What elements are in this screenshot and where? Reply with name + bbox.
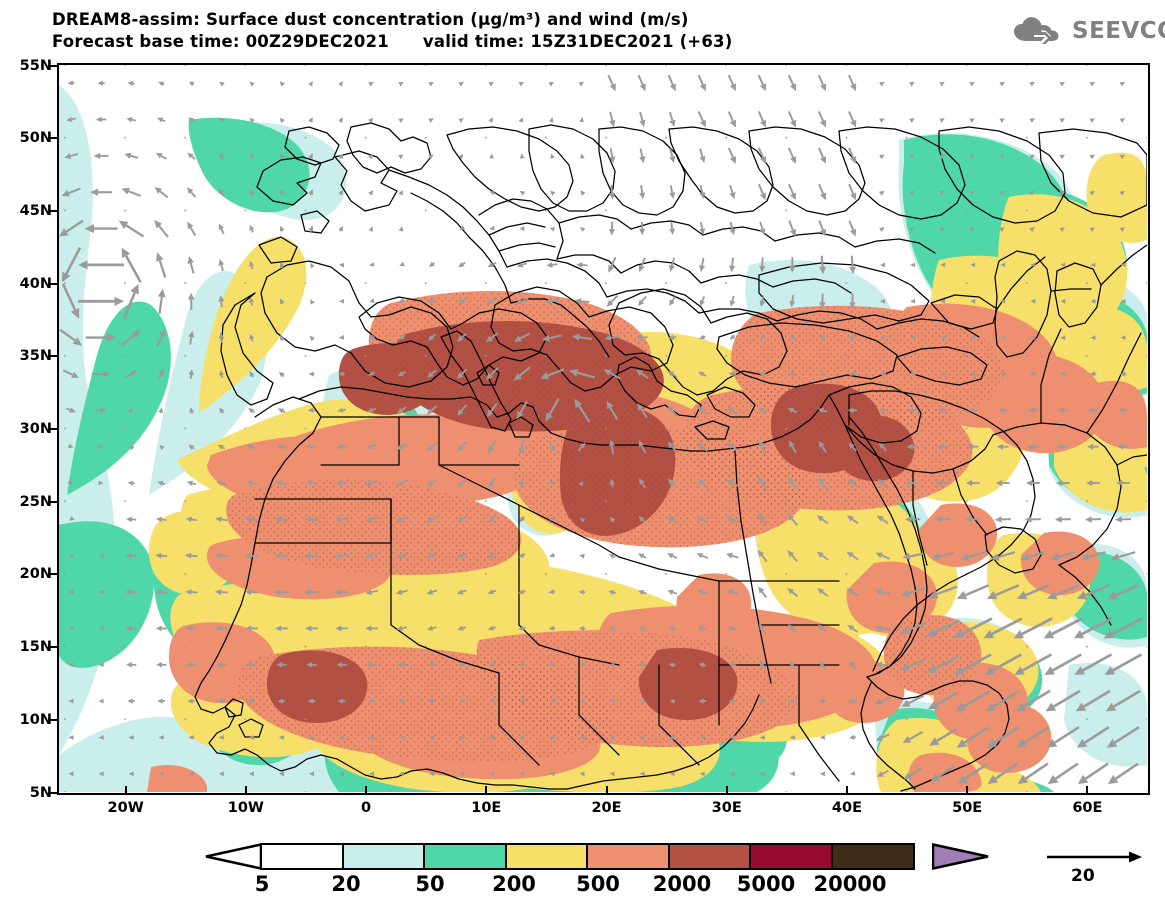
colorbar-cells [260,843,915,870]
lon-tick-mark [725,786,728,795]
lat-tick-mark [48,428,57,430]
lat-tick-mark [48,646,57,649]
colorbar-label-50: 50 [415,872,445,896]
colorbar-cell-3 [504,843,589,870]
cloud-wind-icon [1014,17,1059,44]
header: DREAM8-assim: Surface dust concentration… [0,0,1165,60]
colorbar-label-5: 5 [254,872,270,896]
lon-tick-mark [1086,786,1089,795]
lat-tick-label-5N: 5N [29,784,52,801]
wind-reference-value: 20 [1071,866,1095,886]
lat-tick-label-30N: 30N [19,421,52,437]
map-plot-area[interactable] [57,63,1150,795]
lat-tick-mark [48,573,57,576]
lon-tick-mark [966,786,969,795]
lat-tick-label-15N: 15N [19,639,52,656]
colorbar[interactable] [205,843,989,870]
map-coastlines-borders [194,122,1147,792]
colorbar-label-5000: 5000 [736,872,796,896]
lat-tick-mark [48,718,57,721]
lat-tick-label-10N: 10N [19,711,52,728]
colorbar-cell-0 [260,843,344,870]
lat-tick-label-55N: 55N [19,57,52,74]
colorbar-cell-2 [423,843,507,870]
lat-tick-mark [48,64,57,67]
lat-tick-label-20N: 20N [19,566,52,583]
lon-tick-label-60E: 60E [1072,800,1103,816]
wind-reference-arrow-icon [1047,851,1142,863]
lat-tick-mark [48,355,57,358]
lon-tick-label-10W: 10W [227,800,264,816]
lat-tick-label-50N: 50N [19,130,52,147]
lat-tick-label-35N: 35N [19,348,52,365]
lat-tick-label-25N: 25N [19,493,52,510]
colorbar-cell-6 [749,843,833,870]
lat-tick-mark [48,500,57,503]
lon-tick-label-20W: 20W [107,800,144,816]
lon-tick-label-30E: 30E [711,800,742,816]
lon-tick-mark [124,786,127,795]
lat-tick-label-45N: 45N [19,202,52,219]
logo-text: SEEVCCC [1072,18,1165,44]
lon-tick-mark [485,786,488,795]
lon-tick-label-40E: 40E [831,800,862,816]
valid-time-text: valid time: 15Z31DEC2021 (+63) [422,32,733,51]
lon-tick-mark [365,786,368,795]
colorbar-cell-7 [830,843,915,870]
colorbar-cell-5 [667,843,752,870]
lon-tick-mark [845,786,848,795]
chart-title-line2: Forecast base time: 00Z29DEC2021 valid ti… [52,32,732,51]
dust-concentration-map [59,65,1147,792]
colorbar-label-20000: 20000 [813,872,887,896]
lat-tick-label-40N: 40N [19,275,52,292]
colorbar-label-200: 200 [492,872,536,896]
lon-tick-label-20E: 20E [591,800,622,816]
colorbar-cell-1 [341,843,426,870]
seevccc-logo: SEEVCCC [1012,15,1165,49]
lat-tick-mark [48,791,57,794]
lon-tick-label-0: 0 [361,800,372,816]
lon-tick-mark [605,786,608,795]
colorbar-label-500: 500 [576,872,620,896]
colorbar-label-20: 20 [331,872,361,896]
lat-tick-mark [48,137,57,140]
wind-scale-key: 20 [1043,848,1148,890]
lon-tick-label-50E: 50E [952,800,983,816]
colorbar-over-arrow [932,843,989,870]
chart-title-line1: DREAM8-assim: Surface dust concentration… [52,10,689,29]
colorbar-label-2000: 2000 [652,872,712,896]
lat-tick-mark [48,209,57,212]
wind-vectors [59,74,1143,785]
colorbar-under-arrow [205,843,262,870]
dust-layer-500-2000 [266,321,915,723]
lon-tick-mark [244,786,247,795]
lat-tick-mark [48,282,57,285]
grid-dots [63,65,1147,792]
lon-tick-label-10E: 10E [471,800,502,816]
forecast-base-time-text: Forecast base time: 00Z29DEC2021 [52,32,389,51]
colorbar-cell-4 [586,843,670,870]
